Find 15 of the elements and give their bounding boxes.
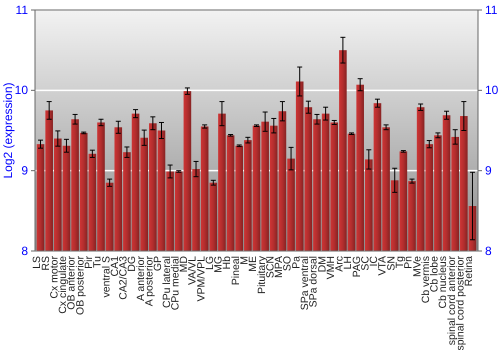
y-axis-title: Log2 (expression) bbox=[1, 82, 15, 179]
y-tick-label: 11 bbox=[16, 2, 28, 17]
x-tick-label: DG bbox=[126, 256, 138, 272]
x-tick-label: MVe bbox=[411, 256, 424, 278]
x-tick-label: RS bbox=[40, 256, 52, 271]
y2-tick-label: 11 bbox=[485, 2, 498, 17]
x-tick-label: OB posterior bbox=[74, 256, 86, 315]
x-tick-label: Tg bbox=[394, 256, 406, 268]
y-tick-label: 10 bbox=[14, 83, 28, 98]
y2-tick-label: 8 bbox=[485, 244, 492, 258]
y-tick-label: 8 bbox=[21, 244, 28, 258]
y2-tick-label: 10 bbox=[485, 83, 499, 98]
y2-tick-label: 9 bbox=[485, 164, 492, 178]
y-tick-label: 9 bbox=[21, 164, 28, 178]
x-tick-label: A posterior bbox=[143, 256, 156, 306]
